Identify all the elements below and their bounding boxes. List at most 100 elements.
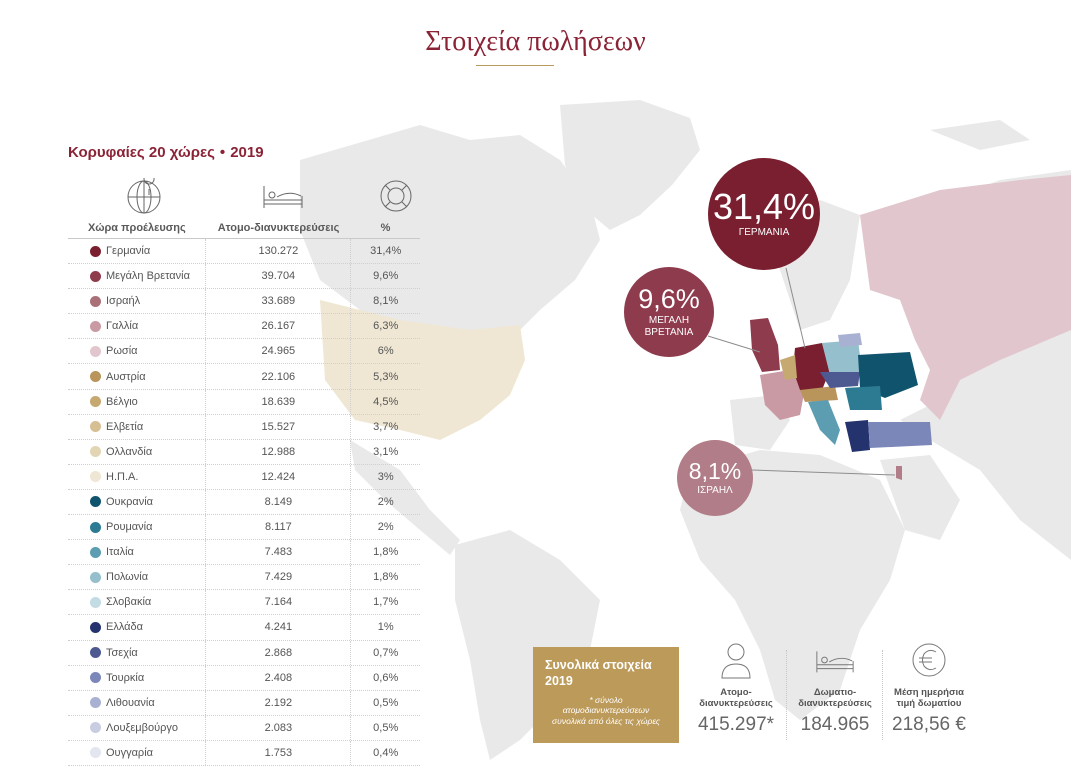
nights-cell: 7.164: [205, 590, 350, 615]
color-swatch: [90, 747, 101, 759]
color-swatch: [90, 295, 101, 307]
percent-cell: 31,4%: [350, 239, 420, 264]
nights-cell: 12.424: [205, 464, 350, 489]
divider: [882, 650, 883, 740]
country-name: Ισραήλ: [106, 295, 141, 308]
table-body: Γερμανία 130.272 31,4% Μεγάλη Βρετανία 39.70…: [68, 239, 420, 766]
percent-cell: 2%: [350, 489, 420, 515]
nights-cell: 33.689: [205, 289, 350, 314]
subtitle-text: Κορυφαίες 20 χώρες: [68, 144, 215, 161]
percent-cell: 3%: [350, 464, 420, 489]
color-swatch: [90, 672, 101, 684]
color-swatch: [90, 471, 101, 483]
color-swatch: [90, 371, 101, 383]
page-title: Στοιχεία πωλήσεων: [425, 26, 646, 57]
bubble-percent: 31,4%: [712, 186, 816, 228]
country-cell: Ρωσία: [68, 345, 205, 357]
percent-cell: 1%: [350, 615, 420, 640]
color-swatch: [90, 697, 101, 709]
country-cell: Η.Π.Α.: [68, 471, 205, 483]
color-swatch: [90, 546, 101, 558]
country-cell: Ελβετία: [68, 421, 205, 433]
globe-icon: [127, 178, 161, 214]
table-row: Τσεχία 2.868 0,7%: [68, 640, 420, 666]
country-cell: Λιθουανία: [68, 697, 205, 709]
header-nights: Ατομο-διανυκτερεύσεις: [217, 222, 340, 234]
header-country: Χώρα προέλευσης: [88, 222, 186, 234]
percent-cell: 1,8%: [350, 540, 420, 565]
percent-cell: 0,7%: [350, 640, 420, 665]
nights-cell: 12.988: [205, 439, 350, 464]
color-swatch: [90, 245, 101, 257]
country-cell: Σλοβακία: [68, 596, 205, 608]
stat-label: Ατομο-διανυκτερεύσεις: [699, 687, 773, 710]
country-cell: Τσεχία: [68, 647, 205, 659]
country-name: Γερμανία: [106, 245, 151, 258]
euro-icon: [912, 643, 946, 677]
table-row: Αυστρία 22.106 5,3%: [68, 364, 420, 390]
country-name: Γαλλία: [106, 320, 139, 333]
nights-cell: 7.483: [205, 540, 350, 565]
stat-label: Μέση ημερήσια τιμή δωματίου: [894, 687, 964, 710]
stat-person-nights: Ατομο-διανυκτερεύσεις 415.297*: [690, 640, 782, 736]
table-subtitle: Κορυφαίες 20 χώρες • 2019: [68, 144, 264, 161]
percent-cell: 2%: [350, 515, 420, 540]
country-cell: Ουγγαρία: [68, 747, 205, 759]
table-header: Χώρα προέλευσης Ατομο-διανυκτερεύσεις %: [68, 218, 420, 239]
country-name: Ουκρανία: [106, 495, 153, 508]
country-name: Ρουμανία: [106, 521, 153, 534]
color-swatch: [90, 496, 101, 508]
percent-cell: 3,7%: [350, 414, 420, 439]
percent-cell: 1,8%: [350, 565, 420, 590]
country-cell: Λουξεμβούργο: [68, 722, 205, 734]
subtitle-bullet: •: [219, 144, 226, 161]
bubble-country: ΙΣΡΑΗΛ: [697, 484, 733, 496]
stat-value: 184.965: [800, 713, 870, 735]
country-cell: Ισραήλ: [68, 295, 205, 307]
table-row: Σλοβακία 7.164 1,7%: [68, 590, 420, 616]
percent-cell: 4,5%: [350, 389, 420, 414]
subtitle-year: 2019: [230, 144, 264, 161]
country-name: Τσεχία: [106, 646, 138, 659]
table-row: Γερμανία 130.272 31,4%: [68, 239, 420, 265]
country-cell: Τουρκία: [68, 672, 205, 684]
summary-box: Συνολικά στοιχεία 2019 * σύνολο ατομοδια…: [533, 647, 679, 743]
summary-note: * σύνολο ατομοδιανυκτερεύσεων συνολικά α…: [552, 694, 660, 726]
country-name: Ελλάδα: [106, 621, 144, 634]
table-row: Ελλάδα 4.241 1%: [68, 615, 420, 641]
color-swatch: [90, 596, 101, 608]
percent-bubble: 9,6% ΜΕΓΑΛΗ ΒΡΕΤΑΝΙΑ: [624, 267, 714, 357]
color-swatch: [90, 722, 101, 734]
stat-room-nights: Δωματιο-διανυκτερεύσεις 184.965: [790, 640, 880, 736]
stat-label: Δωματιο-διανυκτερεύσεις: [798, 687, 872, 710]
country-name: Λιθουανία: [106, 696, 155, 709]
country-cell: Ρουμανία: [68, 521, 205, 533]
lifebuoy-icon: [380, 180, 412, 212]
summary-title: Συνολικά στοιχεία 2019: [545, 658, 652, 689]
table-row: Ρωσία 24.965 6%: [68, 339, 420, 365]
nights-cell: 24.965: [205, 339, 350, 364]
bed-icon: [816, 651, 854, 673]
nights-cell: 2.408: [205, 665, 350, 690]
percent-bubble: 8,1% ΙΣΡΑΗΛ: [677, 440, 753, 516]
table-row: Βέλγιο 18.639 4,5%: [68, 389, 420, 415]
color-swatch: [90, 396, 101, 408]
nights-cell: 130.272: [205, 239, 350, 264]
nights-cell: 26.167: [205, 314, 350, 339]
stat-value: 218,56 €: [892, 713, 966, 735]
person-icon: [721, 643, 751, 679]
bubble-percent: 8,1%: [688, 457, 742, 484]
table-row: Τουρκία 2.408 0,6%: [68, 665, 420, 691]
country-name: Ιταλία: [106, 546, 134, 559]
country-name: Ελβετία: [106, 420, 144, 433]
bed-icon: [263, 186, 303, 208]
percent-bubble: 31,4% ΓΕΡΜΑΝΙΑ: [708, 158, 820, 270]
country-name: Πολωνία: [106, 571, 149, 584]
percent-cell: 0,5%: [350, 715, 420, 740]
color-swatch: [90, 521, 101, 533]
color-swatch: [90, 345, 101, 357]
divider: [786, 650, 787, 740]
color-swatch: [90, 270, 101, 282]
color-swatch: [90, 446, 101, 458]
